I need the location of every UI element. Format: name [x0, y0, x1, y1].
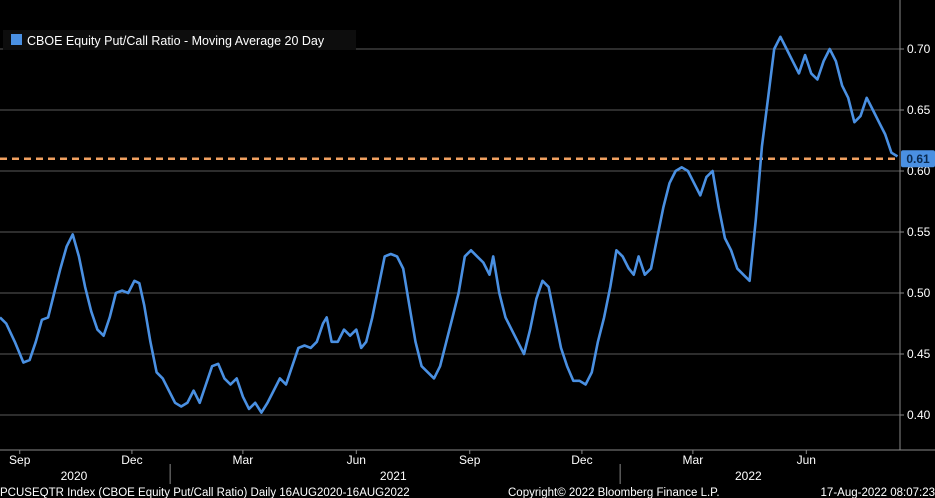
y-axis-ticks: 0.40 0.45 0.50 0.55 0.60 0.65 0.70	[900, 42, 931, 422]
y-tick-label: 0.50	[907, 286, 931, 300]
y-tick-label: 0.65	[907, 103, 931, 117]
y-tick-label: 0.45	[907, 347, 931, 361]
x-tick-label: Jun	[797, 453, 816, 467]
x-year-label: 2021	[380, 469, 407, 483]
x-tick-label: Mar	[683, 453, 704, 467]
y-tick-label: 0.70	[907, 42, 931, 56]
x-tick-label: Dec	[571, 453, 592, 467]
x-tick-label: Mar	[233, 453, 254, 467]
x-tick-label: Sep	[9, 453, 31, 467]
footer-timestamp: 17-Aug-2022 08:07:23	[821, 487, 935, 498]
footer-copyright: Copyright© 2022 Bloomberg Finance L.P.	[508, 487, 720, 498]
footer-ticker: PCUSEQTR Index (CBOE Equity Put/Call Rat…	[0, 487, 410, 498]
x-tick-label: Jun	[347, 453, 366, 467]
x-axis-ticks: Sep Dec Mar Jun Sep Dec Mar Jun 2020 2021 2022	[9, 450, 816, 484]
y-tick-label: 0.40	[907, 408, 931, 422]
x-tick-label: Dec	[121, 453, 142, 467]
x-year-label: 2020	[61, 469, 88, 483]
legend-background	[3, 30, 356, 50]
y-tick-label: 0.60	[907, 164, 931, 178]
legend-swatch	[11, 34, 22, 45]
y-tick-label: 0.55	[907, 225, 931, 239]
legend: CBOE Equity Put/Call Ratio - Moving Aver…	[3, 30, 356, 50]
legend-label: CBOE Equity Put/Call Ratio - Moving Aver…	[27, 34, 325, 48]
x-tick-label: Sep	[459, 453, 481, 467]
last-value-badge: 0.61	[901, 150, 935, 168]
x-year-label: 2022	[735, 469, 762, 483]
series-line	[0, 35, 899, 414]
last-value-badge-bg	[901, 150, 935, 168]
last-value-label: 0.61	[906, 152, 930, 166]
